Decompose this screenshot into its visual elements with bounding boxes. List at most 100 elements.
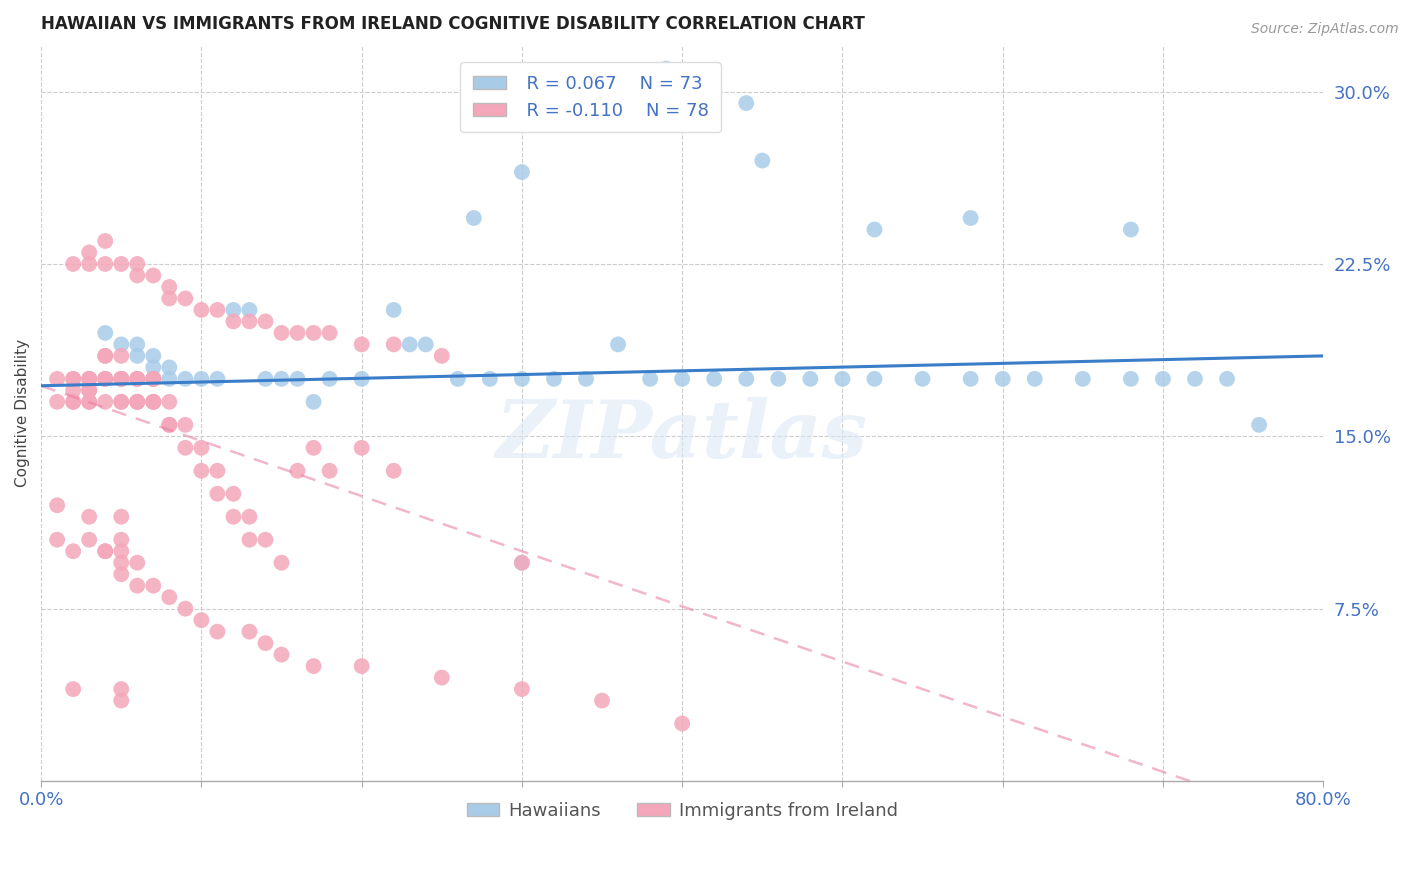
Point	[671, 716, 693, 731]
Point	[190, 372, 212, 386]
Point	[959, 372, 981, 386]
Point	[302, 659, 325, 673]
Point	[110, 544, 132, 558]
Point	[127, 337, 149, 351]
Point	[478, 372, 501, 386]
Point	[94, 372, 117, 386]
Point	[287, 372, 309, 386]
Point	[350, 372, 373, 386]
Point	[110, 372, 132, 386]
Point	[157, 292, 180, 306]
Point	[398, 337, 420, 351]
Point	[671, 372, 693, 386]
Point	[318, 326, 340, 340]
Point	[142, 579, 165, 593]
Point	[751, 153, 773, 168]
Point	[254, 372, 277, 386]
Point	[735, 96, 758, 111]
Point	[238, 624, 260, 639]
Point	[287, 326, 309, 340]
Point	[207, 302, 229, 317]
Point	[575, 372, 598, 386]
Point	[157, 590, 180, 604]
Point	[174, 372, 197, 386]
Point	[510, 556, 533, 570]
Point	[142, 394, 165, 409]
Point	[110, 556, 132, 570]
Point	[831, 372, 853, 386]
Point	[142, 394, 165, 409]
Point	[110, 372, 132, 386]
Point	[190, 464, 212, 478]
Point	[382, 302, 405, 317]
Point	[110, 533, 132, 547]
Point	[863, 222, 886, 236]
Point	[270, 648, 292, 662]
Point	[62, 372, 84, 386]
Point	[638, 372, 661, 386]
Point	[94, 372, 117, 386]
Point	[157, 372, 180, 386]
Point	[638, 96, 661, 111]
Point	[142, 349, 165, 363]
Point	[62, 682, 84, 697]
Point	[94, 349, 117, 363]
Point	[911, 372, 934, 386]
Point	[1152, 372, 1174, 386]
Text: ZIPatlas: ZIPatlas	[496, 397, 869, 475]
Y-axis label: Cognitive Disability: Cognitive Disability	[15, 339, 30, 487]
Point	[142, 360, 165, 375]
Point	[94, 234, 117, 248]
Point	[768, 372, 790, 386]
Point	[655, 62, 678, 76]
Point	[430, 671, 453, 685]
Point	[157, 360, 180, 375]
Point	[703, 372, 725, 386]
Point	[463, 211, 485, 225]
Point	[254, 533, 277, 547]
Point	[110, 509, 132, 524]
Point	[77, 372, 100, 386]
Point	[157, 394, 180, 409]
Point	[77, 372, 100, 386]
Point	[238, 302, 260, 317]
Point	[238, 314, 260, 328]
Point	[735, 372, 758, 386]
Point	[110, 394, 132, 409]
Point	[127, 268, 149, 283]
Point	[77, 384, 100, 398]
Point	[302, 326, 325, 340]
Point	[127, 394, 149, 409]
Point	[222, 509, 245, 524]
Point	[110, 349, 132, 363]
Point	[142, 372, 165, 386]
Point	[1216, 372, 1239, 386]
Point	[77, 533, 100, 547]
Point	[110, 682, 132, 697]
Point	[127, 372, 149, 386]
Point	[127, 372, 149, 386]
Point	[62, 257, 84, 271]
Point	[302, 441, 325, 455]
Point	[46, 372, 69, 386]
Point	[110, 372, 132, 386]
Point	[77, 384, 100, 398]
Point	[110, 337, 132, 351]
Point	[142, 268, 165, 283]
Point	[1119, 222, 1142, 236]
Point	[62, 544, 84, 558]
Point	[350, 337, 373, 351]
Point	[77, 394, 100, 409]
Point	[1024, 372, 1046, 386]
Point	[62, 394, 84, 409]
Point	[607, 337, 630, 351]
Point	[350, 441, 373, 455]
Point	[1071, 372, 1094, 386]
Point	[510, 372, 533, 386]
Point	[77, 257, 100, 271]
Point	[46, 533, 69, 547]
Point	[127, 257, 149, 271]
Point	[127, 579, 149, 593]
Point	[62, 394, 84, 409]
Point	[254, 636, 277, 650]
